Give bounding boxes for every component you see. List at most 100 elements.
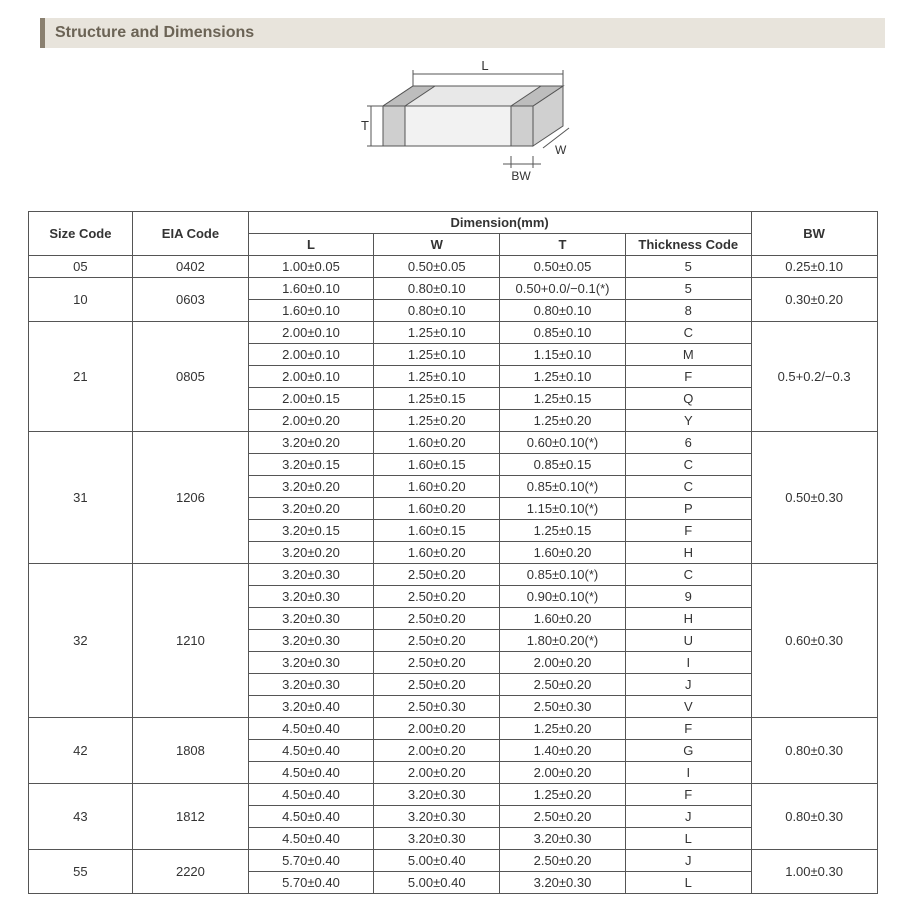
table-row: 3212103.20±0.302.50±0.200.85±0.10(*)C0.6… (28, 564, 877, 586)
cell-thk: 5 (625, 256, 751, 278)
th-L: L (248, 234, 374, 256)
cell-W: 1.60±0.20 (374, 432, 500, 454)
cell-T: 1.25±0.15 (500, 388, 626, 410)
cell-L: 3.20±0.30 (248, 652, 374, 674)
cell-size-code: 05 (28, 256, 133, 278)
cell-T: 0.90±0.10(*) (500, 586, 626, 608)
cell-T: 1.15±0.10 (500, 344, 626, 366)
cell-L: 3.20±0.30 (248, 630, 374, 652)
cell-W: 1.60±0.15 (374, 454, 500, 476)
cell-T: 1.25±0.15 (500, 520, 626, 542)
cell-T: 1.60±0.20 (500, 542, 626, 564)
cell-T: 0.50±0.05 (500, 256, 626, 278)
cell-bw: 0.30±0.20 (751, 278, 877, 322)
diagram-label-T: T (361, 118, 369, 133)
cell-L: 2.00±0.15 (248, 388, 374, 410)
cell-T: 1.25±0.20 (500, 410, 626, 432)
cell-eia-code: 1808 (133, 718, 248, 784)
cell-thk: V (625, 696, 751, 718)
cell-thk: H (625, 542, 751, 564)
cell-L: 3.20±0.20 (248, 498, 374, 520)
cell-T: 2.00±0.20 (500, 652, 626, 674)
th-bw: BW (751, 212, 877, 256)
cell-thk: M (625, 344, 751, 366)
cell-L: 3.20±0.30 (248, 674, 374, 696)
cell-W: 2.50±0.20 (374, 630, 500, 652)
cell-thk: P (625, 498, 751, 520)
cell-T: 0.85±0.15 (500, 454, 626, 476)
cell-W: 5.00±0.40 (374, 850, 500, 872)
cell-thk: G (625, 740, 751, 762)
cell-eia-code: 2220 (133, 850, 248, 894)
cell-W: 2.50±0.20 (374, 652, 500, 674)
cell-T: 1.80±0.20(*) (500, 630, 626, 652)
cell-T: 2.50±0.30 (500, 696, 626, 718)
cell-L: 3.20±0.30 (248, 586, 374, 608)
cell-thk: F (625, 366, 751, 388)
cell-L: 4.50±0.40 (248, 740, 374, 762)
cell-size-code: 42 (28, 718, 133, 784)
component-diagram: L W T BW (0, 56, 905, 199)
cell-thk: I (625, 762, 751, 784)
cell-thk: H (625, 608, 751, 630)
cell-T: 2.50±0.20 (500, 806, 626, 828)
cell-thk: L (625, 828, 751, 850)
cell-thk: J (625, 806, 751, 828)
cell-W: 0.80±0.10 (374, 300, 500, 322)
diagram-label-W: W (555, 143, 567, 157)
cell-W: 1.25±0.20 (374, 410, 500, 432)
cell-thk: L (625, 872, 751, 894)
cell-T: 3.20±0.30 (500, 872, 626, 894)
table-row: 4218084.50±0.402.00±0.201.25±0.20F0.80±0… (28, 718, 877, 740)
cell-T: 1.60±0.20 (500, 608, 626, 630)
cell-bw: 0.5+0.2/−0.3 (751, 322, 877, 432)
cell-L: 2.00±0.10 (248, 344, 374, 366)
cell-W: 2.50±0.20 (374, 608, 500, 630)
cell-T: 1.15±0.10(*) (500, 498, 626, 520)
cell-thk: Q (625, 388, 751, 410)
cell-size-code: 55 (28, 850, 133, 894)
cell-bw: 0.80±0.30 (751, 718, 877, 784)
th-T: T (500, 234, 626, 256)
cell-eia-code: 1812 (133, 784, 248, 850)
table-row: 3112063.20±0.201.60±0.200.60±0.10(*)60.5… (28, 432, 877, 454)
cell-L: 4.50±0.40 (248, 828, 374, 850)
cell-T: 0.50+0.0/−0.1(*) (500, 278, 626, 300)
th-thickness-code: Thickness Code (625, 234, 751, 256)
cell-T: 0.60±0.10(*) (500, 432, 626, 454)
cell-W: 2.50±0.20 (374, 586, 500, 608)
cell-W: 1.60±0.20 (374, 542, 500, 564)
cell-W: 2.00±0.20 (374, 740, 500, 762)
cell-thk: C (625, 564, 751, 586)
cell-T: 1.25±0.20 (500, 718, 626, 740)
cell-T: 0.85±0.10 (500, 322, 626, 344)
cell-W: 2.50±0.20 (374, 564, 500, 586)
cell-W: 0.80±0.10 (374, 278, 500, 300)
th-W: W (374, 234, 500, 256)
cell-W: 1.60±0.20 (374, 476, 500, 498)
table-row: 2108052.00±0.101.25±0.100.85±0.10C0.5+0.… (28, 322, 877, 344)
cell-T: 2.50±0.20 (500, 850, 626, 872)
cell-T: 2.00±0.20 (500, 762, 626, 784)
cell-W: 2.00±0.20 (374, 718, 500, 740)
cell-L: 3.20±0.30 (248, 608, 374, 630)
table-row: 0504021.00±0.050.50±0.050.50±0.0550.25±0… (28, 256, 877, 278)
cell-W: 1.60±0.15 (374, 520, 500, 542)
cell-thk: I (625, 652, 751, 674)
cell-eia-code: 1210 (133, 564, 248, 718)
cell-W: 3.20±0.30 (374, 806, 500, 828)
cell-W: 1.25±0.10 (374, 322, 500, 344)
cell-L: 3.20±0.20 (248, 432, 374, 454)
cell-thk: F (625, 520, 751, 542)
cell-bw: 0.50±0.30 (751, 432, 877, 564)
section-title: Structure and Dimensions (40, 18, 885, 48)
cell-size-code: 10 (28, 278, 133, 322)
cell-W: 2.50±0.20 (374, 674, 500, 696)
th-dimension: Dimension(mm) (248, 212, 751, 234)
cell-L: 4.50±0.40 (248, 806, 374, 828)
cell-W: 1.60±0.20 (374, 498, 500, 520)
cell-T: 3.20±0.30 (500, 828, 626, 850)
cell-thk: 8 (625, 300, 751, 322)
cell-W: 1.25±0.10 (374, 344, 500, 366)
cell-W: 3.20±0.30 (374, 828, 500, 850)
